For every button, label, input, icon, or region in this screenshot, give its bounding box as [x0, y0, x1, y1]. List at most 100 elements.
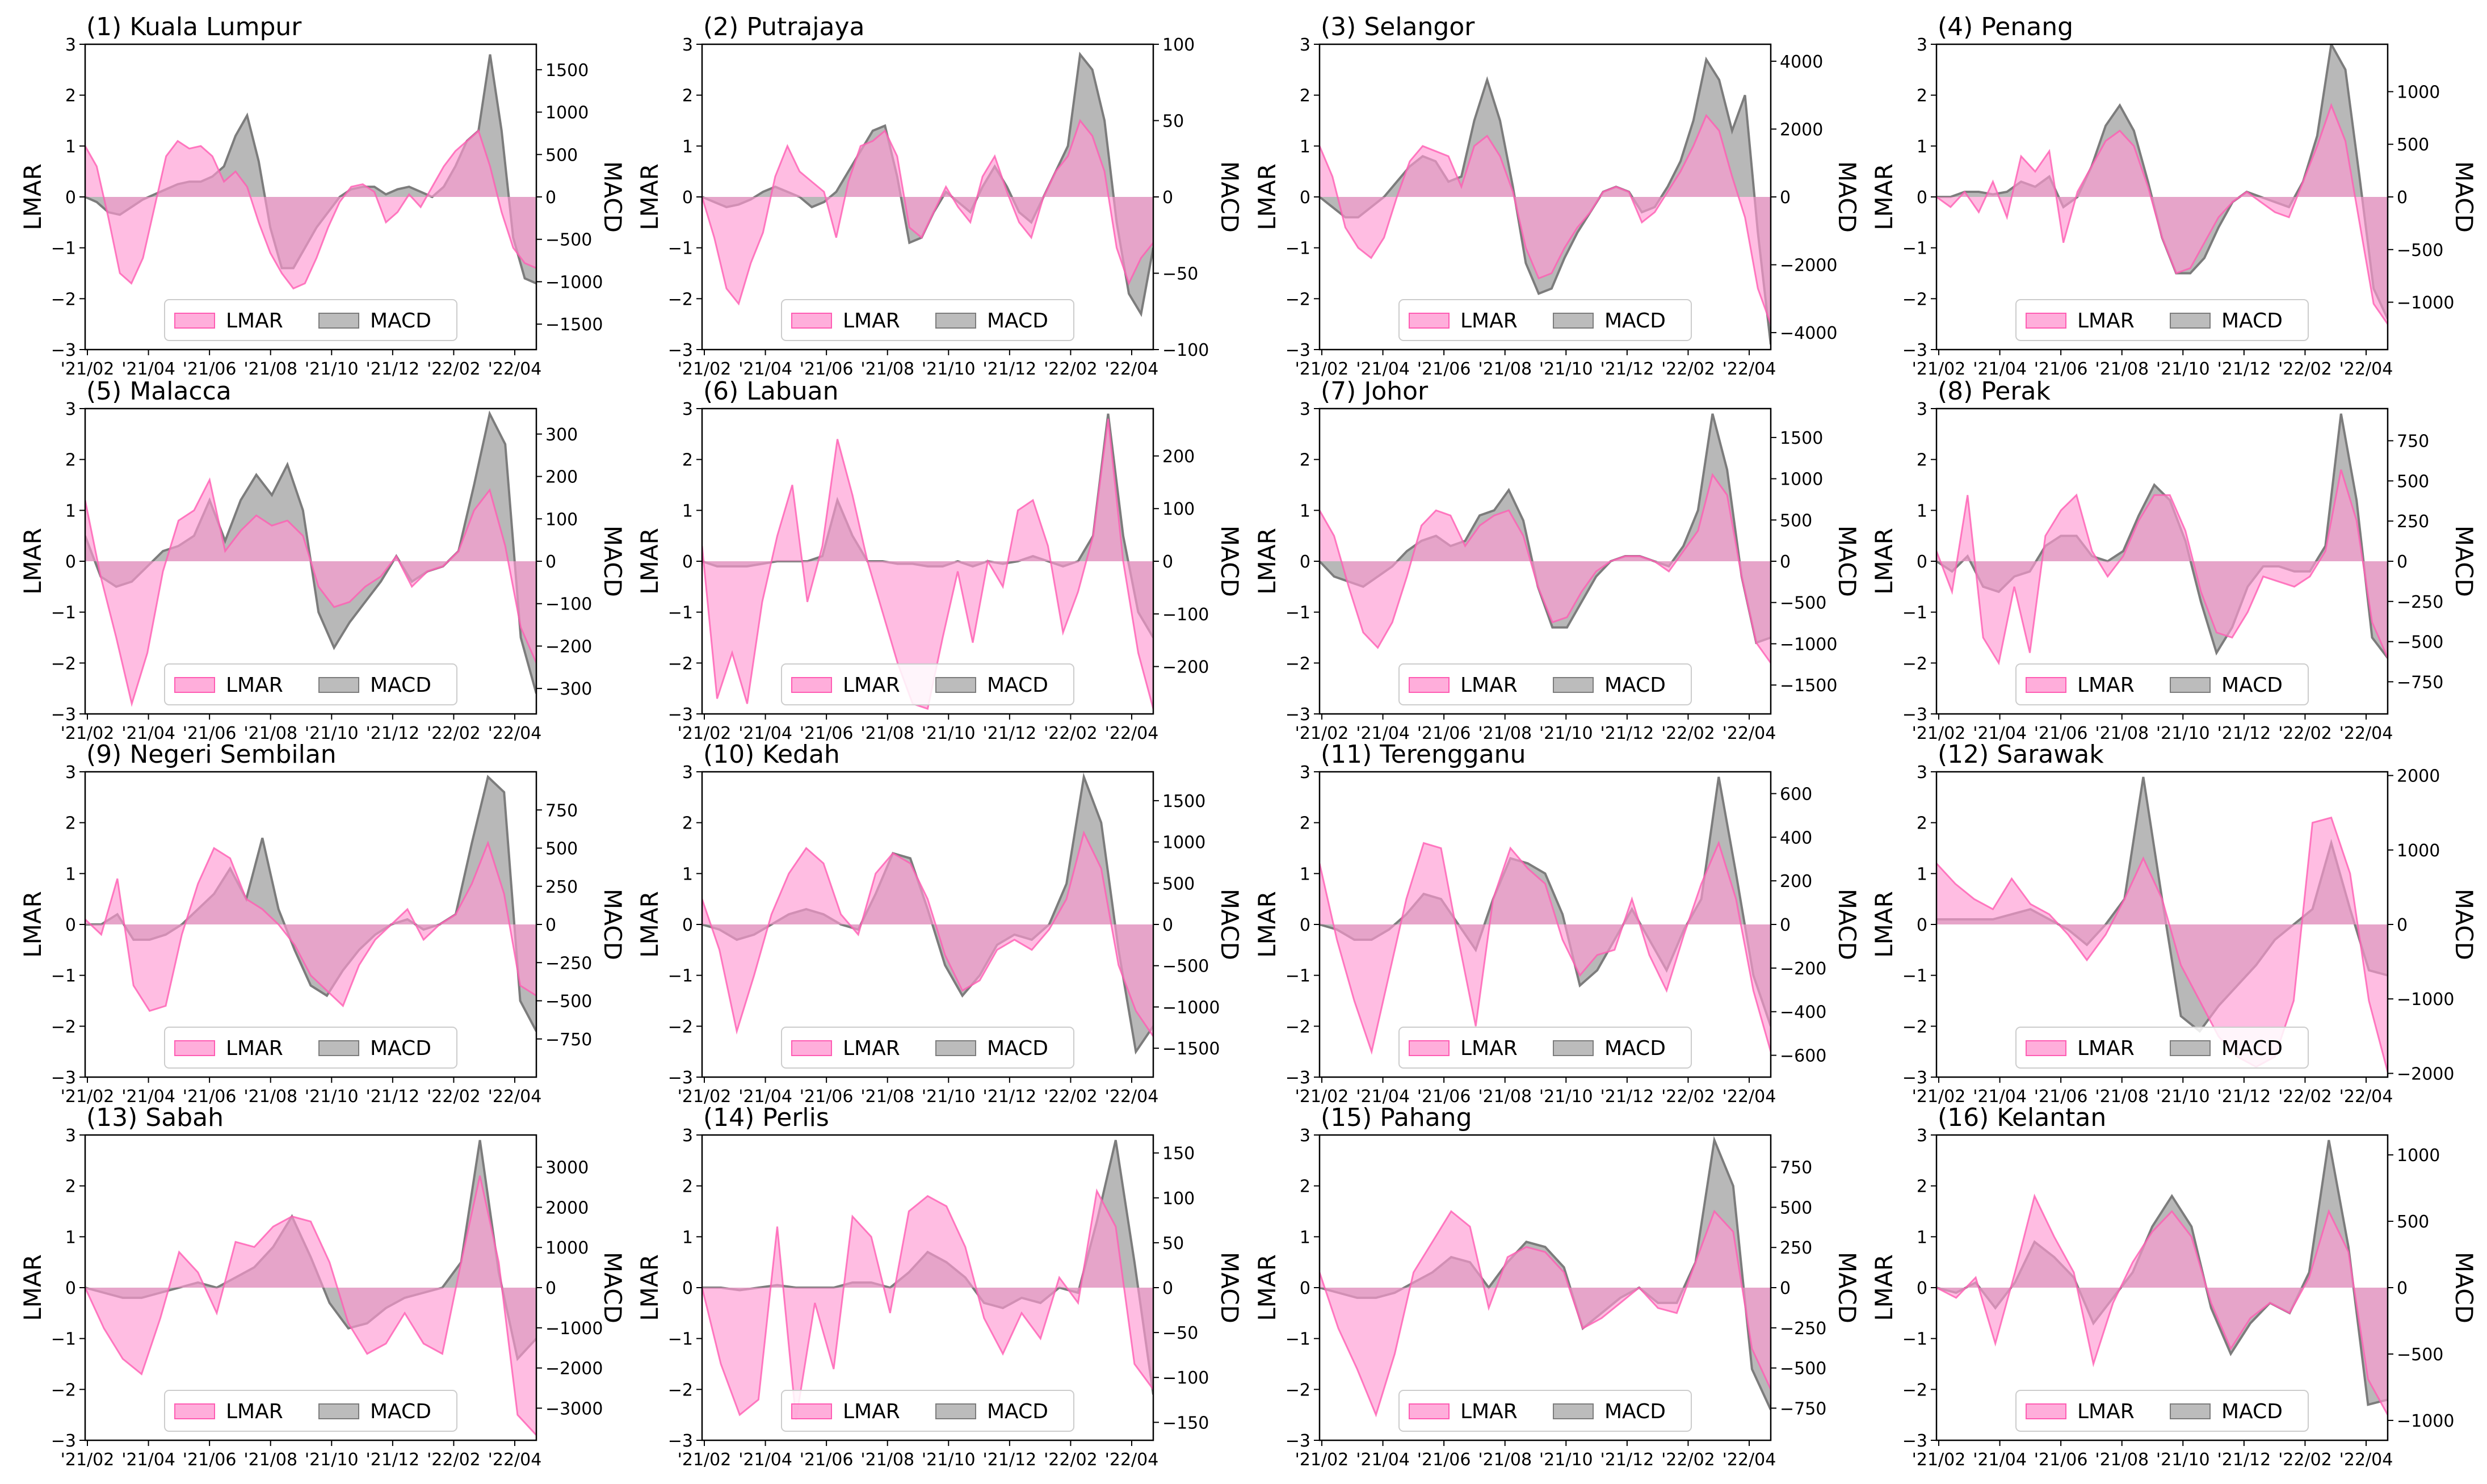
x-tick-label: '21/08: [1478, 724, 1532, 743]
left-tick-label: 0: [1917, 552, 1927, 572]
lmar-area: [1320, 843, 1771, 1052]
legend-label-lmar: LMAR: [843, 1400, 900, 1423]
left-tick-label: 1: [682, 501, 693, 521]
right-tick-label: −1500: [1780, 676, 1837, 696]
legend-box: [781, 1390, 1074, 1432]
x-tick-label: '21/10: [305, 1087, 359, 1107]
lmar-line: [1936, 103, 2388, 325]
subplot-title: (15) Pahang: [1321, 1103, 1472, 1132]
x-tick-label: '21/12: [2217, 724, 2271, 743]
x-tick-label: '21/08: [2095, 1087, 2149, 1107]
right-tick-label: −3000: [545, 1399, 603, 1419]
left-tick-label: 3: [1917, 763, 1927, 783]
left-tick-label: 3: [65, 1126, 76, 1146]
left-tick-label: 1: [1917, 1227, 1927, 1247]
legend-swatch-macd: [318, 1040, 359, 1056]
lmar-line: [1320, 473, 1771, 664]
right-tick-label: −1000: [2397, 990, 2454, 1010]
lmar-line: [702, 119, 1153, 306]
right-tick-label: 500: [2397, 135, 2429, 155]
legend-swatch-lmar: [2026, 677, 2066, 693]
x-tick-label: '21/12: [983, 724, 1037, 743]
right-tick-label: −600: [1780, 1046, 1826, 1066]
right-tick-label: −50: [1162, 1323, 1198, 1343]
left-tick-label: −3: [51, 1431, 76, 1451]
lmar-area: [1320, 474, 1771, 663]
right-tick-label: 50: [1162, 1234, 1184, 1254]
left-tick-label: −2: [1902, 654, 1927, 674]
right-tick-label: 1500: [545, 61, 589, 81]
subplot-2: (2) Putrajaya −3 −2 −1 0 1 2 3 −100 −50 0 50 100 '21/…: [636, 12, 1244, 379]
x-tick-label: '22/04: [488, 359, 542, 379]
subplot-16: (16) Kelantan −3 −2 −1 0 1 2 3 −1000 −500 0 500 1000…: [1870, 1103, 2478, 1470]
x-tick-label: '21/12: [1600, 1087, 1654, 1107]
legend-box: [164, 663, 457, 705]
x-tick-label: '21/04: [1973, 1450, 2027, 1470]
x-tick-label: '21/06: [183, 724, 237, 743]
plot-area: [702, 1140, 1153, 1420]
left-tick-label: 0: [1300, 1279, 1310, 1298]
right-tick-label: −1500: [1162, 1039, 1220, 1059]
right-tick-label: 250: [1780, 1238, 1812, 1258]
left-axis-label: LMAR: [636, 163, 663, 230]
x-tick-label: '22/02: [2278, 724, 2332, 743]
right-tick-label: 1000: [2397, 82, 2440, 102]
left-tick-label: −3: [1902, 1068, 1927, 1088]
right-tick-label: 100: [1162, 499, 1195, 519]
legend-box: [1398, 1390, 1692, 1432]
left-tick-label: 0: [682, 915, 693, 935]
right-tick-label: −250: [545, 953, 592, 973]
legend-swatch-macd: [1553, 313, 1594, 329]
x-tick-label: '21/10: [922, 359, 976, 379]
left-tick-label: −3: [1902, 340, 1927, 360]
left-tick-label: 1: [682, 1227, 693, 1247]
left-tick-label: 1: [1917, 501, 1927, 521]
x-tick-label: '21/10: [922, 1087, 976, 1107]
macd-line: [1320, 56, 1771, 345]
right-tick-label: 0: [2397, 552, 2408, 572]
right-tick-label: 1000: [1162, 833, 1205, 853]
legend-label-lmar: LMAR: [1460, 309, 1518, 333]
left-tick-label: −1: [1902, 1330, 1927, 1350]
x-tick-label: '22/02: [1044, 1450, 1098, 1470]
right-axis-label: MACD: [599, 1252, 627, 1323]
right-tick-label: −500: [2397, 633, 2443, 653]
left-tick-label: −3: [1285, 1431, 1310, 1451]
x-tick-label: '21/08: [1478, 1087, 1532, 1107]
legend: LMAR MACD: [164, 663, 457, 705]
right-tick-label: 0: [2397, 1279, 2408, 1298]
left-tick-label: 2: [682, 814, 693, 834]
right-tick-label: 200: [1162, 447, 1195, 466]
left-tick-label: 2: [65, 814, 76, 834]
x-tick-label: '21/12: [366, 1450, 420, 1470]
right-tick-label: −200: [1780, 959, 1826, 979]
left-tick-label: −2: [51, 1380, 76, 1400]
legend-label-lmar: LMAR: [1460, 674, 1518, 697]
left-tick-label: 0: [65, 188, 76, 208]
legend-label-macd: MACD: [987, 1400, 1048, 1423]
left-tick-label: 3: [1917, 35, 1927, 55]
legend-swatch-lmar: [791, 1403, 832, 1419]
left-axis-label: LMAR: [1253, 1254, 1281, 1321]
legend-swatch-lmar: [174, 313, 215, 329]
left-tick-label: 3: [682, 35, 693, 55]
legend-label-macd: MACD: [1604, 674, 1666, 697]
right-tick-label: 4000: [1780, 52, 1823, 72]
subplot-title: (4) Penang: [1938, 12, 2073, 41]
x-tick-label: '21/02: [678, 1450, 732, 1470]
left-tick-label: 2: [1917, 86, 1927, 106]
right-tick-label: 1500: [1780, 428, 1823, 448]
x-tick-label: '21/08: [243, 1450, 297, 1470]
x-tick-label: '21/06: [2034, 1087, 2088, 1107]
right-axis-label: MACD: [1833, 1252, 1861, 1323]
legend-label-macd: MACD: [987, 1037, 1048, 1060]
lmar-line: [1936, 469, 2388, 666]
left-tick-label: −3: [51, 340, 76, 360]
x-tick-label: '21/08: [860, 1087, 914, 1107]
left-tick-label: 0: [1917, 915, 1927, 935]
legend-swatch-macd: [935, 1040, 976, 1056]
left-axis-label: LMAR: [636, 528, 663, 595]
left-tick-label: −2: [51, 289, 76, 309]
x-tick-label: '21/10: [1539, 1087, 1593, 1107]
left-tick-label: 2: [1917, 814, 1927, 834]
